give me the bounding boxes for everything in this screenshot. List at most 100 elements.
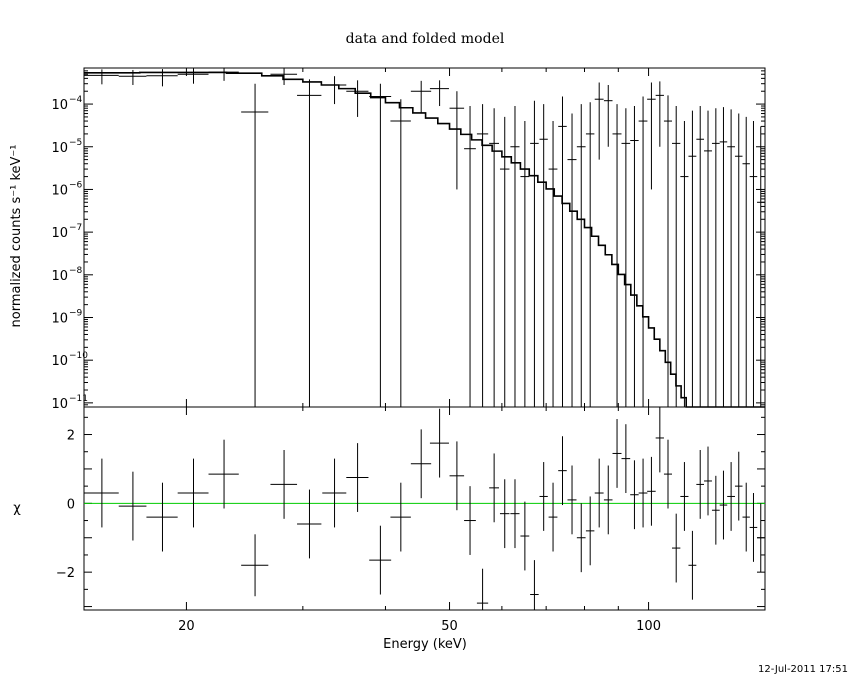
- lower-y-axis-label: χ: [13, 501, 21, 516]
- footer-timestamp: 12-Jul-2011 17:51: [758, 664, 848, 675]
- data-point: [539, 104, 548, 407]
- residual-point: [603, 465, 613, 535]
- data-point: [734, 113, 743, 407]
- data-point: [585, 102, 595, 407]
- data-point: [429, 80, 449, 107]
- y-tick-label: 10: [51, 141, 68, 156]
- data-point: [567, 113, 577, 407]
- data-points: [84, 68, 765, 407]
- y-tick-label-exponent: −8: [69, 266, 83, 276]
- y-tick-label: 10: [51, 98, 68, 113]
- residual-point: [177, 458, 209, 528]
- data-point: [297, 79, 322, 407]
- data-point: [655, 81, 664, 147]
- y-tick-label: 10: [51, 226, 68, 241]
- residual-point: [322, 458, 347, 528]
- y-tick-label-exponent: −5: [69, 138, 82, 148]
- data-point: [476, 104, 489, 407]
- y-tick-label: −2: [56, 566, 75, 581]
- data-point: [680, 121, 689, 407]
- y-tick-label-exponent: −11: [69, 394, 88, 404]
- data-point: [696, 106, 705, 407]
- residual-point: [749, 493, 758, 562]
- residual-point: [146, 482, 178, 552]
- residual-point: [118, 471, 147, 541]
- residual-point: [548, 482, 558, 552]
- lower-y-tick-labels: 2 0 −2: [56, 429, 75, 582]
- residual-point: [727, 462, 735, 531]
- data-point: [603, 84, 613, 147]
- residual-point: [647, 456, 656, 526]
- data-point: [449, 91, 465, 190]
- residual-point: [671, 513, 681, 583]
- y-tick-label: 10: [51, 354, 68, 369]
- residual-point: [711, 475, 720, 545]
- lower-axis-ticks: [84, 407, 765, 610]
- residual-point: [390, 482, 411, 552]
- y-tick-label-exponent: −6: [69, 180, 83, 190]
- upper-axis-ticks: [84, 67, 765, 408]
- data-point: [322, 76, 347, 105]
- residual-point: [489, 453, 500, 523]
- data-point: [671, 106, 681, 407]
- data-point: [410, 80, 432, 114]
- data-point: [118, 69, 147, 85]
- residual-point: [208, 439, 239, 509]
- x-tick-label: 50: [441, 619, 458, 634]
- data-point: [749, 121, 758, 407]
- residual-point: [742, 482, 750, 552]
- data-point: [558, 96, 567, 407]
- y-tick-label-exponent: −10: [69, 351, 88, 361]
- data-point: [489, 108, 500, 407]
- residual-point: [449, 441, 465, 511]
- residual-point: [567, 465, 577, 535]
- residual-point: [539, 462, 548, 531]
- residual-point: [510, 479, 520, 549]
- data-point: [638, 96, 648, 407]
- y-tick-label: 10: [51, 397, 68, 412]
- residual-point: [499, 479, 510, 549]
- data-point: [241, 83, 269, 407]
- data-point: [464, 106, 476, 407]
- data-point: [390, 99, 411, 407]
- residual-point: [270, 450, 298, 519]
- upper-y-axis-label: normalized counts s⁻¹ keV⁻¹: [9, 145, 24, 328]
- residual-point: [688, 530, 697, 600]
- y-tick-label-exponent: −9: [69, 308, 83, 318]
- residual-point: [612, 419, 622, 488]
- data-point: [369, 83, 392, 407]
- residual-point: [241, 534, 269, 597]
- chart-title: data and folded model: [346, 31, 505, 47]
- data-point: [499, 116, 510, 407]
- residual-point: [696, 450, 705, 519]
- data-point: [530, 100, 539, 407]
- residual-point: [630, 460, 639, 530]
- y-tick-label: 2: [67, 429, 75, 444]
- data-point: [663, 95, 672, 407]
- y-tick-label: 10: [51, 183, 68, 198]
- data-point: [630, 106, 639, 407]
- data-point: [208, 68, 239, 81]
- data-point: [727, 109, 735, 407]
- y-tick-label: 0: [67, 497, 75, 512]
- residual-point: [757, 503, 765, 573]
- residual-point: [346, 443, 369, 512]
- upper-plot-frame: [83, 67, 766, 408]
- model-histogram: [84, 71, 765, 408]
- x-tick-label: 100: [636, 619, 661, 634]
- residual-point: [585, 496, 595, 566]
- data-point: [719, 107, 728, 407]
- residual-points: [84, 407, 765, 610]
- residual-point: [530, 560, 539, 610]
- x-tick-labels: 20 50 100: [178, 619, 661, 634]
- data-point: [576, 104, 586, 407]
- data-point: [612, 104, 622, 407]
- residual-point: [476, 568, 489, 610]
- residual-point: [655, 407, 664, 473]
- data-point: [688, 110, 697, 407]
- residual-point: [663, 439, 672, 509]
- data-point: [704, 110, 712, 407]
- data-point: [711, 108, 720, 407]
